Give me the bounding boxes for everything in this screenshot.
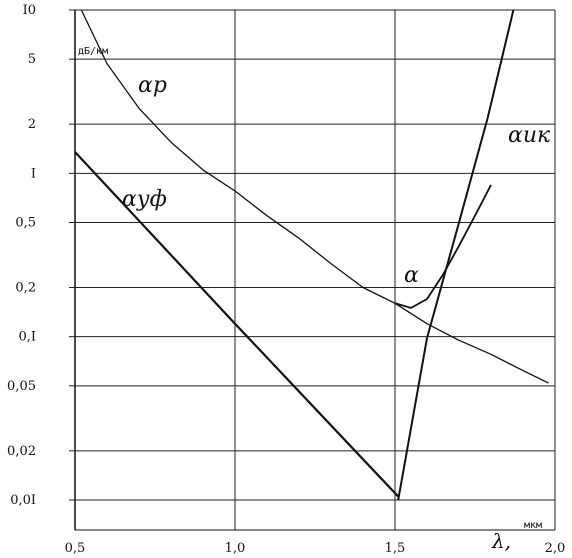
x-tick-label: 1,0 [225, 541, 246, 556]
x-tick-label: 2,0 [545, 541, 566, 556]
curve-label-alpha-uf: αуф [122, 187, 167, 212]
y-tick-label: 0,I [18, 330, 36, 345]
y-tick-labels: I0 5 2 I 0,5 0,2 0,I 0,05 0,02 0,0I [7, 3, 36, 508]
y-tick-label: 0,05 [7, 379, 36, 394]
y-tick-label: I0 [23, 3, 36, 18]
x-axis-label: λ, [491, 529, 511, 553]
series-line [74, 151, 399, 498]
series-group [74, 9, 549, 501]
x-tick-label: 1,5 [385, 541, 406, 556]
y-tick-label: I [31, 166, 36, 181]
y-tick-label: 5 [28, 52, 36, 67]
x-tick-labels: 0,5 1,0 1,5 2,0 [65, 541, 566, 556]
series-line [394, 184, 492, 309]
curve-label-alpha: α [404, 263, 419, 288]
y-unit-label: дБ/км [78, 46, 108, 57]
y-tick-label: 0,02 [7, 444, 36, 459]
x-tick-label: 0,5 [65, 541, 86, 556]
series-line [80, 9, 549, 384]
curve-label-alpha-ik: αик [508, 123, 551, 148]
y-tick-label: 0,0I [10, 493, 36, 508]
y-tick-label: 0,2 [15, 280, 36, 295]
x-unit-label: мкм [524, 520, 542, 531]
curve-labels: αр αуф αик α дБ/км λ, мкм [78, 46, 551, 553]
axes [69, 9, 555, 531]
y-tick-label: 2 [28, 117, 36, 132]
y-tick-label: 0,5 [15, 216, 36, 231]
curve-label-alpha-r: αр [138, 73, 167, 98]
series-line [397, 9, 515, 501]
